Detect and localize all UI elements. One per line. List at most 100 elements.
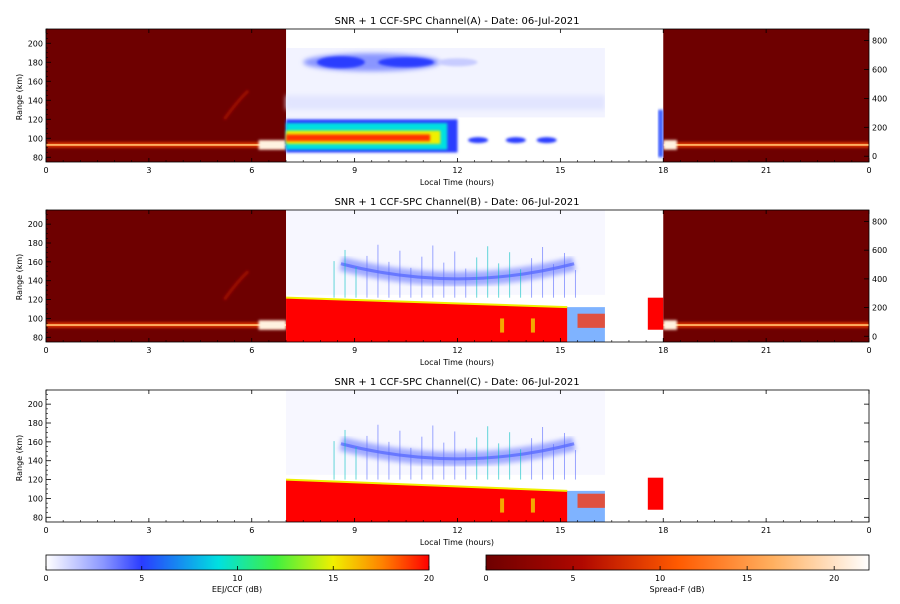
y-tick-label: 80 — [33, 333, 43, 342]
y-axis-label: Range (km) — [15, 435, 24, 482]
y-axis-label: Range (km) — [15, 74, 24, 121]
spread-f-faint-trace — [223, 270, 250, 301]
x-tick-label: 12 — [452, 346, 462, 355]
x-tick-label: 15 — [555, 346, 565, 355]
eej-evening-echo — [658, 109, 664, 158]
x-tick-label: 18 — [658, 526, 668, 535]
panel-channel-b: SNR + 1 CCF-SPC Channel(B) - Date: 06-Ju… — [15, 197, 887, 367]
y-tick-label: 180 — [28, 58, 43, 67]
colorbar-tick-label: 20 — [424, 574, 434, 583]
spread-f-block — [663, 210, 869, 342]
eej-faint-band — [286, 95, 605, 110]
x-tick-label: 9 — [352, 346, 357, 355]
upper-echo-arc-core — [340, 442, 575, 461]
spread-f-block — [46, 210, 287, 342]
x-tick-label: 21 — [761, 526, 771, 535]
right-y-tick-label: 200 — [872, 304, 887, 313]
eej-patch — [505, 137, 526, 144]
plot-area — [286, 390, 664, 522]
eej-patch — [536, 137, 557, 144]
data-gap — [604, 29, 662, 162]
y-tick-label: 180 — [28, 419, 43, 428]
panel-channel-c: SNR + 1 CCF-SPC Channel(C) - Date: 06-Ju… — [15, 377, 872, 547]
x-tick-label: 0 — [43, 526, 48, 535]
x-axis-label: Local Time (hours) — [420, 358, 494, 367]
upper-echo-core — [378, 57, 435, 68]
y-axis-label: Range (km) — [15, 254, 24, 301]
plot-area — [46, 210, 869, 342]
colorbar-tick-label: 0 — [43, 574, 48, 583]
eej-band-edge — [286, 296, 568, 309]
upper-echo-arc-core — [340, 262, 575, 281]
x-tick-label: 21 — [761, 346, 771, 355]
colorbar-spread-f: 0 5 10 15 20 Spread-F (dB) — [483, 554, 870, 594]
spread-f-block — [46, 29, 287, 162]
y-tick-label: 100 — [28, 494, 43, 503]
x-tick-label: 3 — [146, 166, 151, 175]
y-tick-label: 140 — [28, 457, 43, 466]
y-tick-label: 160 — [28, 77, 43, 86]
spread-f-bright-patch — [258, 140, 287, 150]
colorbar-gradient — [485, 554, 870, 571]
spread-f-bright-patch — [663, 320, 677, 330]
upper-echo-core — [316, 56, 365, 69]
eej-evening-patch — [647, 297, 664, 330]
spread-f-bright-patch — [258, 320, 287, 330]
y-tick-label: 80 — [33, 153, 43, 162]
eej-band-edge — [286, 478, 568, 492]
right-y-tick-label: 800 — [872, 37, 887, 46]
panel-title: SNR + 1 CCF-SPC Channel(A) - Date: 06-Ju… — [334, 16, 579, 27]
x-tick-label: 15 — [555, 526, 565, 535]
upper-echo-tail — [437, 58, 478, 67]
colorbar-tick-label: 15 — [742, 574, 752, 583]
x-tick-label: 9 — [352, 166, 357, 175]
eej-evening-patch — [647, 477, 664, 510]
right-y-tick-label: 600 — [872, 65, 887, 74]
colorbar-eej-ccf: 0 5 10 15 20 EEJ/CCF (dB) — [43, 554, 434, 594]
y-tick-label: 120 — [28, 476, 43, 485]
y-tick-label: 80 — [33, 513, 43, 522]
colorbar-label: Spread-F (dB) — [649, 585, 704, 594]
panel-title: SNR + 1 CCF-SPC Channel(B) - Date: 06-Ju… — [334, 197, 579, 208]
x-tick-label: 9 — [352, 526, 357, 535]
y-tick-label: 160 — [28, 258, 43, 267]
x-tick-label: 6 — [249, 346, 254, 355]
x-tick-label: 15 — [555, 166, 565, 175]
panel-channel-a: SNR + 1 CCF-SPC Channel(A) - Date: 06-Ju… — [15, 16, 887, 187]
eej-patch — [468, 137, 489, 144]
x-tick-label: 18 — [658, 166, 668, 175]
x-tick-label: 6 — [249, 526, 254, 535]
x-tick-label: 12 — [452, 166, 462, 175]
spread-f-base-core — [663, 324, 869, 326]
spread-f-faint-trace — [223, 89, 250, 121]
right-y-tick-label: 0 — [872, 152, 877, 161]
colorbar-tick-label: 5 — [570, 574, 575, 583]
y-tick-label: 140 — [28, 277, 43, 286]
eej-band-core — [286, 134, 431, 142]
spread-f-base-core — [46, 143, 287, 146]
x-axis-label: Local Time (hours) — [420, 538, 494, 547]
y-tick-label: 120 — [28, 296, 43, 305]
spread-f-block — [663, 29, 869, 162]
eej-saturated-band — [286, 297, 568, 342]
y-tick-label: 140 — [28, 96, 43, 105]
x-tick-label: 3 — [146, 526, 151, 535]
right-y-tick-label: 400 — [872, 275, 887, 284]
eej-streak — [500, 318, 505, 333]
y-tick-label: 180 — [28, 239, 43, 248]
right-y-tick-label: 400 — [872, 94, 887, 103]
x-tick-label: 3 — [146, 346, 151, 355]
colorbar-tick-label: 10 — [655, 574, 665, 583]
x-tick-label: 18 — [658, 346, 668, 355]
y-tick-label: 200 — [28, 400, 43, 409]
x-tick-label: 21 — [761, 166, 771, 175]
right-y-tick-label: 200 — [872, 123, 887, 132]
eej-streak — [530, 318, 535, 333]
eej-ragged-core — [577, 493, 605, 508]
y-tick-label: 120 — [28, 115, 43, 124]
x-tick-label: 0 — [866, 166, 871, 175]
y-tick-label: 200 — [28, 39, 43, 48]
y-tick-label: 160 — [28, 438, 43, 447]
colorbar-tick-label: 15 — [328, 574, 338, 583]
